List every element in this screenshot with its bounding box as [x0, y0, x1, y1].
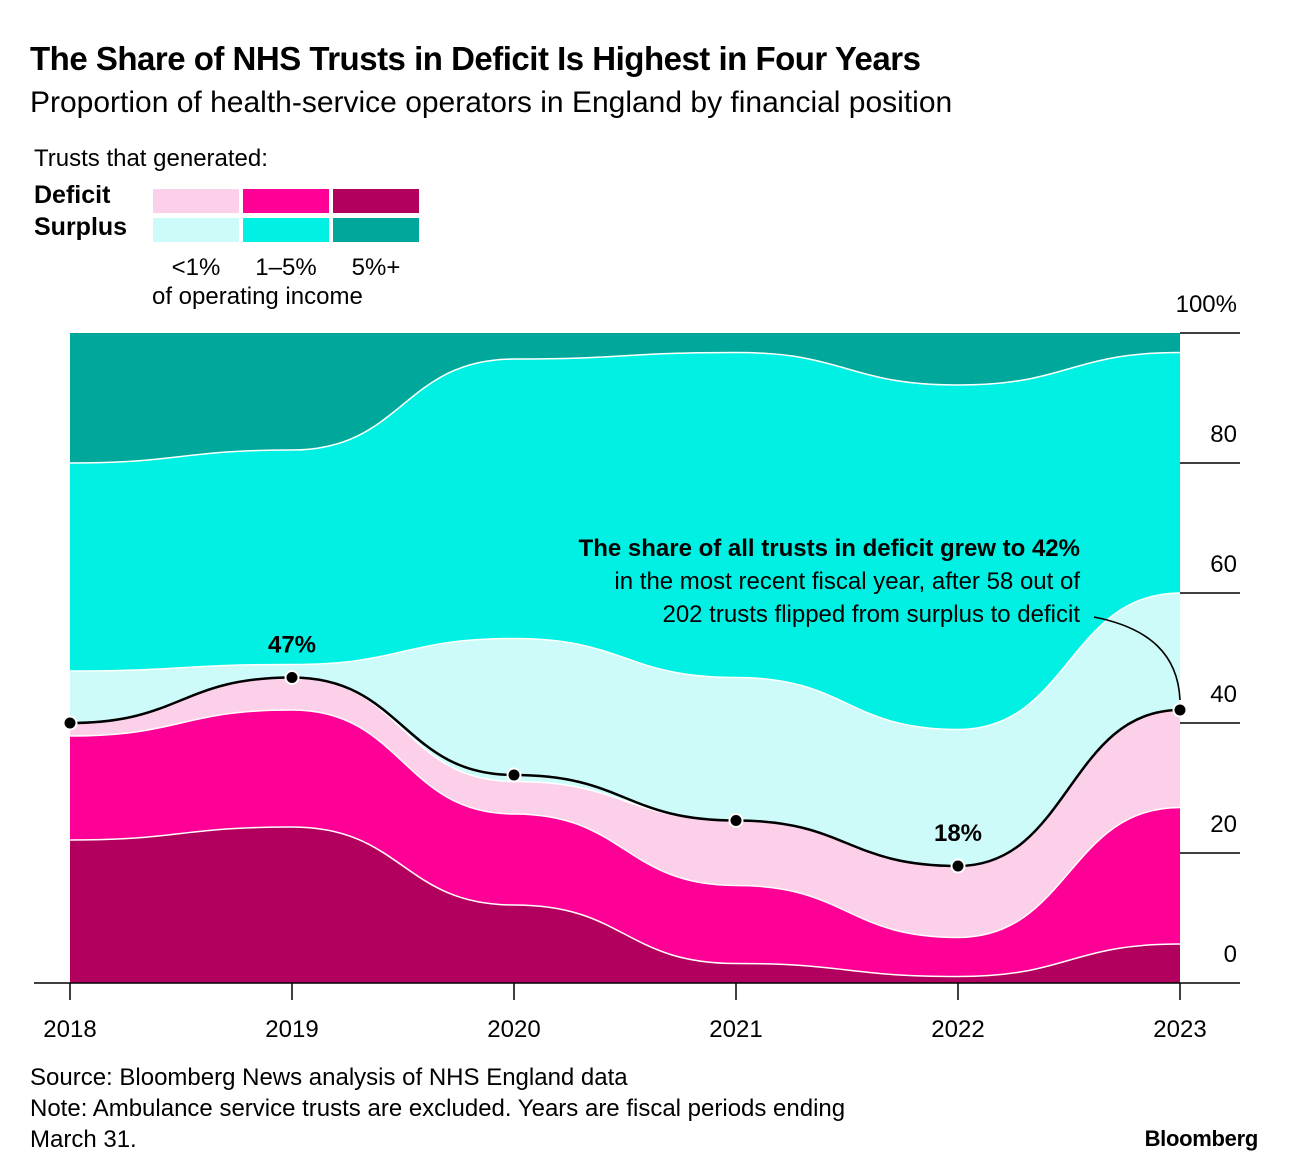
x-tick-label-2018: 2018: [43, 1016, 96, 1043]
bloomberg-logo: Bloomberg: [1144, 1126, 1259, 1151]
point-label-2022: 18%: [934, 820, 982, 847]
area-deficit-1to5: [70, 710, 1180, 977]
area-surplus-1to5: [70, 352, 1180, 730]
y-tick-label-80: 80: [1210, 421, 1237, 448]
area-surplus-5plus: [70, 333, 1180, 463]
x-tick-label-2020: 2020: [487, 1016, 540, 1043]
area-layers: [69, 333, 1181, 983]
x-tick-label-2023: 2023: [1153, 1016, 1206, 1043]
chart-title: The Share of NHS Trusts in Deficit Is Hi…: [30, 40, 921, 77]
deficit-point-2023: [1172, 702, 1188, 718]
deficit-line-layer: 47% 18%: [62, 632, 1188, 874]
area-deficit-lt1: [70, 677, 1180, 938]
y-tick-label-20: 20: [1210, 811, 1237, 838]
point-label-2019: 47%: [268, 632, 316, 659]
area-boundary-deficit-lt1: [69, 676, 1181, 867]
annotation-line-1: in the most recent fiscal year, after 58…: [614, 568, 1080, 595]
deficit-share-line: [69, 676, 1181, 868]
x-tick-label-2022: 2022: [931, 1016, 984, 1043]
deficit-point-2021: [728, 813, 744, 828]
swatch-surplus-1to5: [243, 218, 329, 242]
footer-note-2: March 31.: [30, 1126, 137, 1153]
swatch-deficit-lt1: [153, 189, 239, 213]
area-boundary-surplus-1to5: [69, 351, 1181, 464]
area-boundary-deficit-5plus: [69, 826, 1181, 978]
legend-unit: of operating income: [152, 283, 363, 310]
annotation-layer: The share of all trusts in deficit grew …: [579, 535, 1181, 701]
y-tick-label-100: 100%: [1176, 291, 1237, 318]
legend-col-1to5: 1–5%: [255, 254, 317, 281]
annotation-line-2: 202 trusts flipped from surplus to defic…: [662, 601, 1080, 628]
area-boundary-deficit-1to5: [69, 709, 1181, 939]
annotation-leader-line: [1093, 616, 1181, 701]
deficit-point-2022: [950, 858, 966, 874]
deficit-point-2018: [62, 715, 78, 731]
legend-col-5plus: 5%+: [351, 254, 401, 281]
x-axis: 2018 2019 2020 2021 2022 2023: [34, 982, 1240, 1043]
legend-col-lt1: <1%: [171, 254, 221, 281]
area-surplus-lt1: [70, 593, 1180, 866]
y-axis: 0 20 40 60 80 100%: [1176, 291, 1240, 968]
x-tick-label-2021: 2021: [709, 1016, 762, 1043]
deficit-point-2020: [506, 767, 522, 783]
area-deficit-5plus: [70, 827, 1180, 983]
legend-surplus-label: Surplus: [34, 213, 128, 241]
footer-source: Source: Bloomberg News analysis of NHS E…: [30, 1064, 628, 1091]
footer-note-1: Note: Ambulance service trusts are exclu…: [30, 1095, 846, 1122]
deficit-point-2019: [284, 670, 300, 685]
annotation-bold: The share of all trusts in deficit grew …: [579, 535, 1080, 562]
y-tick-label-60: 60: [1210, 551, 1237, 578]
x-tick-label-2019: 2019: [265, 1016, 318, 1043]
y-tick-label-40: 40: [1210, 681, 1237, 708]
legend-deficit-label: Deficit: [34, 181, 111, 209]
swatch-deficit-5plus: [333, 189, 419, 213]
y-tick-label-0: 0: [1224, 941, 1237, 968]
swatch-deficit-1to5: [243, 189, 329, 213]
swatch-surplus-lt1: [153, 218, 239, 242]
swatch-surplus-5plus: [333, 218, 419, 242]
area-boundary-surplus-lt1: [69, 592, 1181, 731]
legend-title: Trusts that generated:: [34, 145, 268, 172]
chart-subtitle: Proportion of health-service operators i…: [30, 86, 953, 119]
